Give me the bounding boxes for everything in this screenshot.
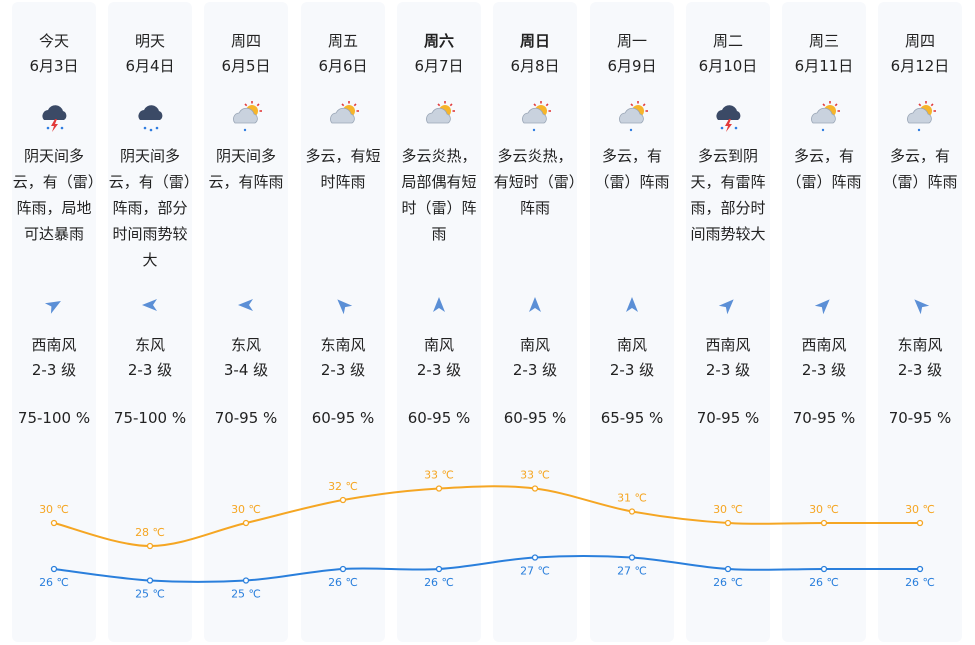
weekday-label: 周一 [616, 32, 647, 50]
sun-cloud-rain-icon [614, 100, 650, 136]
humidity-range: 70-95 % [888, 409, 952, 427]
wind-level: 2-3 级 [801, 361, 847, 379]
humidity-range: 60-95 % [503, 409, 567, 427]
day-column: 周日 6月8日多云炎热，有短时（雷）阵雨南风 2-3 级 60-95 % [493, 2, 577, 642]
weather-description: 多云炎热，局部偶有短时（雷）阵雨 [401, 147, 477, 243]
weather-description: 多云，有（雷）阵雨 [786, 147, 862, 191]
wind-level: 3-4 级 [223, 361, 269, 379]
sun-cloud-icon [325, 100, 361, 136]
weekday-label: 周六 [423, 32, 454, 50]
date-label: 6月8日 [510, 57, 560, 75]
wind-direction-arrow-icon [525, 295, 545, 315]
wind-direction-arrow-icon [429, 295, 449, 315]
wind-direction-arrow-icon [236, 295, 256, 315]
rain-cloud-icon [132, 100, 168, 136]
humidity-range: 70-95 % [214, 409, 278, 427]
weekday-label: 今天 [38, 32, 69, 50]
wind-level: 2-3 级 [705, 361, 751, 379]
humidity-range: 70-95 % [696, 409, 760, 427]
wind-level: 2-3 级 [127, 361, 173, 379]
wind-direction: 东风 [134, 336, 165, 354]
wind-direction-arrow-icon [814, 295, 834, 315]
sun-cloud-rain-icon [228, 100, 264, 136]
day-column: 今天 6月3日阴天间多云，有（雷）阵雨，局地可达暴雨西南风 2-3 级 75-100 … [12, 2, 96, 642]
date-label: 6月4日 [125, 57, 175, 75]
date-label: 6月5日 [221, 57, 271, 75]
humidity-range: 70-95 % [792, 409, 856, 427]
thunder-rain-cloud-icon [710, 100, 746, 136]
weather-description: 阴天间多云，有阵雨 [208, 147, 284, 191]
date-label: 6月6日 [318, 57, 368, 75]
sun-cloud-rain-icon [902, 100, 938, 136]
weekday-label: 周三 [808, 32, 839, 50]
wind-direction: 西南风 [801, 336, 847, 354]
wind-direction-arrow-icon [44, 295, 64, 315]
wind-level: 2-3 级 [416, 361, 462, 379]
wind-direction: 西南风 [31, 336, 77, 354]
wind-direction: 南风 [616, 336, 647, 354]
weekday-label: 周五 [327, 32, 358, 50]
humidity-range: 75-100 % [113, 409, 187, 427]
day-column: 周六 6月7日多云炎热，局部偶有短时（雷）阵雨南风 2-3 级 60-95 % [397, 2, 481, 642]
date-label: 6月10日 [698, 57, 758, 75]
day-column: 周二 6月10日多云到阴天，有雷阵雨，部分时间雨势较大西南风 2-3 级 70-95 … [686, 2, 770, 642]
weather-description: 阴天间多云，有（雷）阵雨，部分时间雨势较大 [108, 147, 192, 269]
day-column: 周四 6月12日多云，有（雷）阵雨东南风 2-3 级 70-95 % [878, 2, 962, 642]
weekday-label: 周四 [230, 32, 261, 50]
date-label: 6月11日 [794, 57, 854, 75]
wind-direction-arrow-icon [333, 295, 353, 315]
wind-direction: 东风 [230, 336, 261, 354]
weekday-label: 周日 [519, 32, 550, 50]
day-column: 周一 6月9日多云，有（雷）阵雨南风 2-3 级 65-95 % [590, 2, 674, 642]
weather-description: 多云，有短时阵雨 [305, 147, 381, 191]
day-column: 明天 6月4日阴天间多云，有（雷）阵雨，部分时间雨势较大东风 2-3 级 75-100… [108, 2, 192, 642]
humidity-range: 65-95 % [600, 409, 664, 427]
humidity-range: 60-95 % [407, 409, 471, 427]
humidity-range: 60-95 % [311, 409, 375, 427]
wind-level: 2-3 级 [609, 361, 655, 379]
wind-direction: 东南风 [320, 336, 366, 354]
sun-cloud-rain-icon [806, 100, 842, 136]
wind-level: 2-3 级 [897, 361, 943, 379]
weather-description: 多云，有（雷）阵雨 [882, 147, 958, 191]
weather-description: 阴天间多云，有（雷）阵雨，局地可达暴雨 [12, 147, 96, 243]
weekday-label: 明天 [134, 32, 165, 50]
weekday-label: 周二 [712, 32, 743, 50]
thunder-rain-cloud-icon [36, 100, 72, 136]
weather-description: 多云，有（雷）阵雨 [594, 147, 670, 191]
day-column: 周五 6月6日多云，有短时阵雨东南风 2-3 级 60-95 % [301, 2, 385, 642]
sun-cloud-rain-icon [517, 100, 553, 136]
weather-description: 多云炎热，有短时（雷）阵雨 [493, 147, 577, 217]
date-label: 6月12日 [890, 57, 950, 75]
date-label: 6月3日 [29, 57, 79, 75]
humidity-range: 75-100 % [17, 409, 91, 427]
wind-direction-arrow-icon [910, 295, 930, 315]
sun-cloud-icon [421, 100, 457, 136]
day-column: 周三 6月11日多云，有（雷）阵雨西南风 2-3 级 70-95 % [782, 2, 866, 642]
date-label: 6月7日 [414, 57, 464, 75]
wind-direction-arrow-icon [718, 295, 738, 315]
wind-level: 2-3 级 [31, 361, 77, 379]
wind-direction: 南风 [519, 336, 550, 354]
date-label: 6月9日 [607, 57, 657, 75]
wind-level: 2-3 级 [512, 361, 558, 379]
weekday-label: 周四 [904, 32, 935, 50]
day-column: 周四 6月5日阴天间多云，有阵雨东风 3-4 级 70-95 % [204, 2, 288, 642]
wind-direction: 东南风 [897, 336, 943, 354]
wind-direction-arrow-icon [140, 295, 160, 315]
wind-direction: 西南风 [705, 336, 751, 354]
wind-direction: 南风 [423, 336, 454, 354]
wind-level: 2-3 级 [320, 361, 366, 379]
wind-direction-arrow-icon [622, 295, 642, 315]
weather-description: 多云到阴天，有雷阵雨，部分时间雨势较大 [690, 147, 766, 243]
